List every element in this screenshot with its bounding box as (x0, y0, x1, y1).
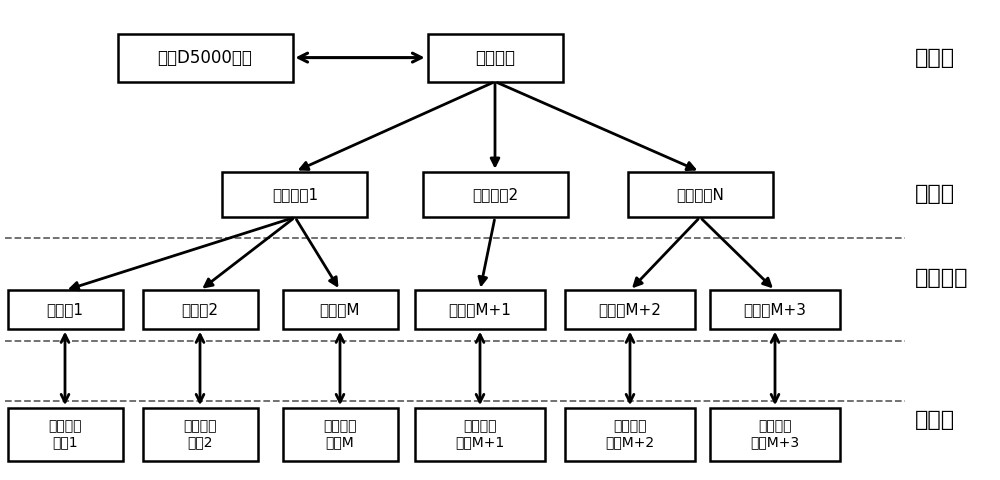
FancyArrowPatch shape (196, 335, 204, 402)
Text: 新能源逆
变器M: 新能源逆 变器M (323, 420, 357, 449)
Text: 执行站M+3: 执行站M+3 (744, 302, 806, 317)
FancyBboxPatch shape (8, 290, 122, 329)
FancyArrowPatch shape (296, 219, 337, 286)
FancyArrowPatch shape (491, 84, 499, 166)
Text: 子站层: 子站层 (915, 184, 955, 204)
Text: 控制子站1: 控制子站1 (272, 187, 318, 202)
Text: 控制子站2: 控制子站2 (472, 187, 518, 202)
Text: 执行站2: 执行站2 (182, 302, 218, 317)
FancyArrowPatch shape (336, 335, 344, 402)
Text: 执行站层: 执行站层 (915, 268, 968, 288)
FancyArrowPatch shape (479, 220, 494, 285)
Text: 执行层: 执行层 (915, 410, 955, 430)
FancyBboxPatch shape (118, 34, 292, 82)
FancyArrowPatch shape (61, 335, 69, 402)
FancyArrowPatch shape (299, 53, 421, 62)
FancyBboxPatch shape (415, 408, 545, 461)
FancyBboxPatch shape (143, 408, 258, 461)
FancyArrowPatch shape (634, 219, 698, 286)
Text: 控制子站N: 控制子站N (676, 187, 724, 202)
FancyArrowPatch shape (205, 219, 293, 287)
Text: 执行站M: 执行站M (320, 302, 360, 317)
FancyBboxPatch shape (710, 408, 840, 461)
Text: 新能源逆
变器M+2: 新能源逆 变器M+2 (605, 420, 655, 449)
FancyArrowPatch shape (476, 335, 484, 402)
Text: 新能源逆
变器M+1: 新能源逆 变器M+1 (455, 420, 505, 449)
FancyBboxPatch shape (222, 172, 367, 217)
FancyArrowPatch shape (498, 83, 695, 169)
Text: 新能源逆
变器1: 新能源逆 变器1 (48, 420, 82, 449)
Text: 执行站M+2: 执行站M+2 (599, 302, 661, 317)
FancyBboxPatch shape (628, 172, 772, 217)
FancyBboxPatch shape (283, 290, 398, 329)
Text: 控制总站: 控制总站 (475, 48, 515, 67)
FancyBboxPatch shape (565, 290, 695, 329)
FancyBboxPatch shape (422, 172, 568, 217)
FancyArrowPatch shape (771, 335, 779, 402)
Text: 执行站1: 执行站1 (46, 302, 84, 317)
FancyBboxPatch shape (565, 408, 695, 461)
FancyBboxPatch shape (143, 290, 258, 329)
FancyArrowPatch shape (71, 218, 292, 290)
FancyArrowPatch shape (300, 83, 492, 169)
FancyArrowPatch shape (702, 219, 771, 286)
FancyArrowPatch shape (626, 335, 634, 402)
Text: 调度D5000系统: 调度D5000系统 (158, 48, 252, 67)
Text: 新能源逆
变器M+3: 新能源逆 变器M+3 (750, 420, 800, 449)
FancyBboxPatch shape (8, 408, 122, 461)
Text: 新能源逆
变器2: 新能源逆 变器2 (183, 420, 217, 449)
Text: 总站层: 总站层 (915, 48, 955, 68)
FancyBboxPatch shape (415, 290, 545, 329)
FancyBboxPatch shape (428, 34, 562, 82)
FancyBboxPatch shape (283, 408, 398, 461)
Text: 执行站M+1: 执行站M+1 (449, 302, 511, 317)
FancyBboxPatch shape (710, 290, 840, 329)
